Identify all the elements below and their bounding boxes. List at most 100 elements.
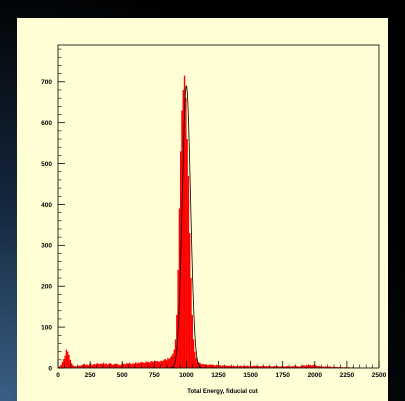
histogram-bar [258, 366, 260, 368]
histogram-bar [186, 139, 188, 368]
histogram-bar [82, 364, 84, 368]
x-tick-label: 1250 [211, 372, 226, 379]
histogram-bar [250, 365, 253, 368]
histogram-bar [165, 360, 168, 368]
histogram-bar [263, 365, 265, 368]
histogram-bar [291, 365, 294, 368]
histogram-bar [239, 365, 241, 368]
histogram-bar [287, 366, 290, 368]
histogram-bar [142, 362, 145, 368]
y-tick-label: 500 [41, 161, 52, 168]
histogram-bar [316, 365, 318, 368]
x-tick-label: 0 [56, 372, 60, 379]
histogram-bar [92, 364, 95, 368]
histogram-bar [319, 366, 322, 368]
y-tick-label: 600 [41, 120, 52, 127]
histogram-bar [241, 366, 244, 368]
y-axis: 0 100 200 300 400 500 600 700 [41, 48, 65, 372]
histogram-bar [317, 366, 319, 368]
histogram-bar [233, 365, 236, 368]
histogram-bar [120, 364, 123, 368]
histogram-bar [210, 365, 213, 368]
histogram-bar [87, 365, 89, 368]
y-tick-label: 300 [41, 243, 52, 250]
histogram-bars [58, 75, 373, 369]
histogram-bar [283, 366, 286, 368]
histogram-bar [328, 366, 331, 368]
histogram-bar [183, 75, 186, 368]
histogram-bar [295, 365, 297, 368]
histogram-bar [110, 363, 113, 368]
histogram-bar [301, 365, 304, 368]
y-tick-label: 0 [48, 365, 52, 372]
histogram-bar [228, 365, 231, 368]
histogram-bar [236, 365, 238, 368]
histogram-bar [128, 362, 131, 368]
histogram-bar [335, 366, 337, 368]
histogram-bar [78, 365, 80, 368]
histogram-bar [144, 363, 146, 368]
histogram-bar [145, 361, 147, 368]
histogram-bar [181, 110, 183, 369]
histogram-bar [314, 365, 317, 368]
histogram-bar [151, 361, 154, 368]
histogram-bar [332, 366, 335, 368]
x-tick-label: 1500 [243, 372, 258, 379]
histogram-bar [255, 366, 258, 368]
histogram-bar [341, 367, 344, 368]
histogram-bar [119, 365, 122, 368]
histogram-bar [96, 363, 98, 368]
histogram-bar [257, 365, 259, 368]
histogram-bar [74, 366, 77, 368]
histogram-bar [154, 360, 156, 368]
histogram-bar [75, 366, 78, 368]
histogram-bar [264, 366, 267, 368]
histogram-bar [136, 363, 138, 368]
histogram-bar [199, 363, 201, 368]
histogram-bar [300, 365, 303, 368]
histogram-bar [304, 365, 306, 368]
histogram-bar [65, 349, 68, 368]
histogram-bar [173, 349, 175, 368]
histogram-bar [194, 351, 196, 368]
histogram-bar [217, 365, 219, 368]
histogram-bar [205, 364, 208, 368]
histogram-bar [273, 365, 276, 368]
histogram-bar [195, 357, 197, 368]
y-tick-label: 700 [41, 79, 52, 86]
histogram-bar [140, 362, 142, 368]
histogram-bar [99, 364, 101, 368]
histogram-bar [348, 367, 350, 368]
histogram-bar [309, 364, 312, 368]
histogram-bar [137, 362, 140, 368]
y-tick-label: 200 [41, 284, 52, 291]
histogram-bar [337, 367, 340, 368]
histogram-bar [215, 364, 218, 368]
histogram-bar [66, 351, 69, 368]
histogram-bar [226, 365, 228, 368]
histogram-bar [73, 365, 75, 368]
histogram-bar [63, 359, 65, 368]
histogram-bar [102, 362, 105, 368]
histogram-bar [345, 367, 348, 368]
histogram-bar [259, 365, 262, 368]
histogram-bar [93, 363, 96, 368]
histogram-bar [253, 365, 255, 368]
gaussian-fit-curve [169, 84, 203, 369]
histogram-bar [196, 360, 199, 368]
histogram-bar [88, 364, 91, 368]
y-tick-label: 100 [41, 324, 52, 331]
histogram-bar [58, 367, 60, 368]
histogram-bar [281, 365, 283, 368]
histogram-bar [90, 363, 92, 368]
histogram-bar [176, 314, 178, 368]
histogram-bar [191, 314, 193, 368]
x-tick-label: 2250 [340, 372, 355, 379]
histogram-bar [101, 363, 104, 368]
histogram-bar [223, 365, 226, 368]
histogram-bar [70, 363, 73, 368]
histogram-bar [322, 366, 324, 368]
histogram-bar [170, 355, 173, 368]
